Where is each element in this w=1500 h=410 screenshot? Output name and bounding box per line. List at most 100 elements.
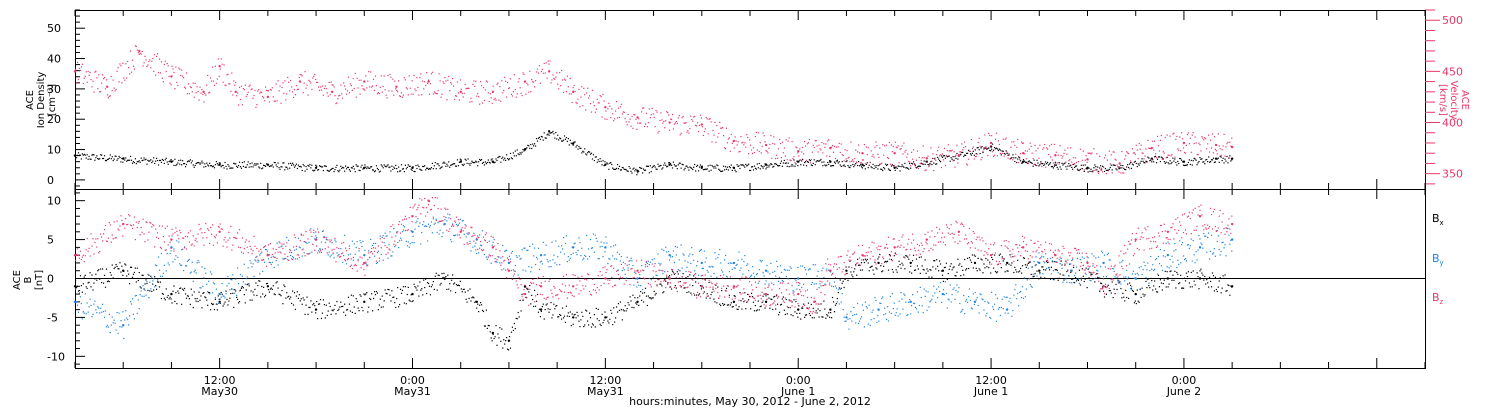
bx-sample: [122, 274, 124, 277]
density-sample: [1182, 164, 1185, 166]
bx-sample: [108, 281, 110, 283]
density-sample: [834, 162, 837, 164]
bx-sample: [420, 289, 422, 291]
by-sample: [97, 306, 99, 308]
velocity-sample: [1025, 158, 1027, 160]
density-sample: [544, 137, 546, 139]
velocity-sample: [603, 100, 605, 102]
by-sample: [387, 257, 389, 259]
velocity-point: [459, 90, 462, 94]
velocity-sample: [337, 98, 339, 100]
velocity-sample: [1166, 134, 1168, 136]
density-sample: [278, 167, 280, 169]
velocity-sample: [782, 152, 784, 154]
density-sample: [1155, 162, 1158, 164]
velocity-sample: [413, 74, 415, 77]
velocity-sample: [710, 121, 712, 123]
density-sample: [1171, 161, 1173, 164]
velocity-sample: [682, 115, 684, 118]
density-sample: [785, 162, 787, 164]
bx-sample: [771, 298, 773, 301]
velocity-sample: [113, 87, 115, 89]
by-sample: [555, 240, 557, 242]
velocity-sample: [424, 81, 426, 83]
bx-sample: [986, 266, 988, 268]
velocity-sample: [334, 95, 336, 97]
velocity-sample: [208, 92, 210, 94]
velocity-sample: [335, 102, 337, 105]
density-sample: [334, 169, 336, 171]
by-sample: [164, 249, 166, 251]
bx-sample: [1220, 292, 1222, 294]
velocity-sample: [282, 82, 284, 84]
bx-sample: [688, 291, 690, 293]
by-sample: [1016, 298, 1018, 300]
by-sample: [630, 257, 632, 259]
density-sample: [997, 149, 1000, 152]
by-sample: [540, 260, 542, 262]
density-sample: [688, 169, 690, 171]
density-sample: [561, 140, 564, 142]
density-sample: [574, 141, 576, 143]
density-sample: [1087, 171, 1089, 173]
velocity-sample: [94, 71, 96, 73]
bx-sample: [768, 297, 770, 299]
velocity-sample: [630, 125, 632, 127]
bx-sample: [274, 294, 276, 296]
density-sample: [781, 165, 784, 167]
velocity-sample: [757, 132, 759, 134]
velocity-sample: [399, 95, 402, 98]
density-sample: [969, 153, 972, 155]
bx-sample: [243, 294, 245, 296]
by-sample: [100, 307, 102, 309]
by-sample: [453, 234, 456, 237]
by-sample: [942, 289, 945, 291]
density-sample: [434, 161, 436, 164]
bx-sample: [834, 304, 837, 306]
bx-sample: [1179, 282, 1181, 284]
by-sample: [1007, 312, 1009, 314]
bx-sample: [906, 255, 908, 257]
bx-sample: [1226, 289, 1228, 292]
density-sample: [887, 168, 890, 170]
density-sample: [138, 160, 140, 162]
velocity-sample: [344, 85, 346, 87]
bx-sample: [251, 299, 253, 301]
velocity-sample: [353, 87, 355, 90]
velocity-sample: [1012, 159, 1014, 161]
velocity-sample: [626, 124, 628, 126]
bx-sample: [182, 288, 184, 290]
bx-sample: [530, 303, 532, 305]
velocity-sample: [159, 72, 162, 74]
density-sample: [986, 148, 988, 151]
velocity-sample: [95, 70, 97, 72]
velocity-sample: [459, 79, 461, 81]
bx-sample: [512, 329, 514, 332]
density-sample: [1032, 165, 1034, 167]
density-sample: [866, 162, 868, 164]
by-sample: [642, 270, 645, 272]
density-sample: [470, 162, 472, 164]
bx-sample: [1033, 275, 1035, 277]
bx-sample: [502, 347, 504, 349]
bx-sample: [476, 307, 478, 309]
velocity-sample: [235, 81, 237, 84]
bx-sample: [758, 309, 760, 311]
density-sample: [275, 164, 277, 166]
density-sample: [264, 165, 267, 167]
density-sample: [988, 147, 990, 149]
bx-sample: [804, 314, 807, 316]
velocity-sample: [805, 159, 808, 161]
velocity-sample: [693, 116, 695, 118]
bx-sample: [760, 305, 762, 307]
bx-sample: [423, 279, 425, 281]
bx-sample: [264, 296, 266, 298]
bx-sample: [629, 296, 631, 298]
velocity-sample: [1156, 135, 1159, 138]
velocity-sample: [927, 155, 929, 157]
density-sample: [760, 165, 762, 167]
by-sample: [644, 266, 647, 268]
velocity-sample: [990, 145, 992, 147]
by-sample: [873, 317, 875, 320]
density-sample: [1004, 153, 1006, 155]
